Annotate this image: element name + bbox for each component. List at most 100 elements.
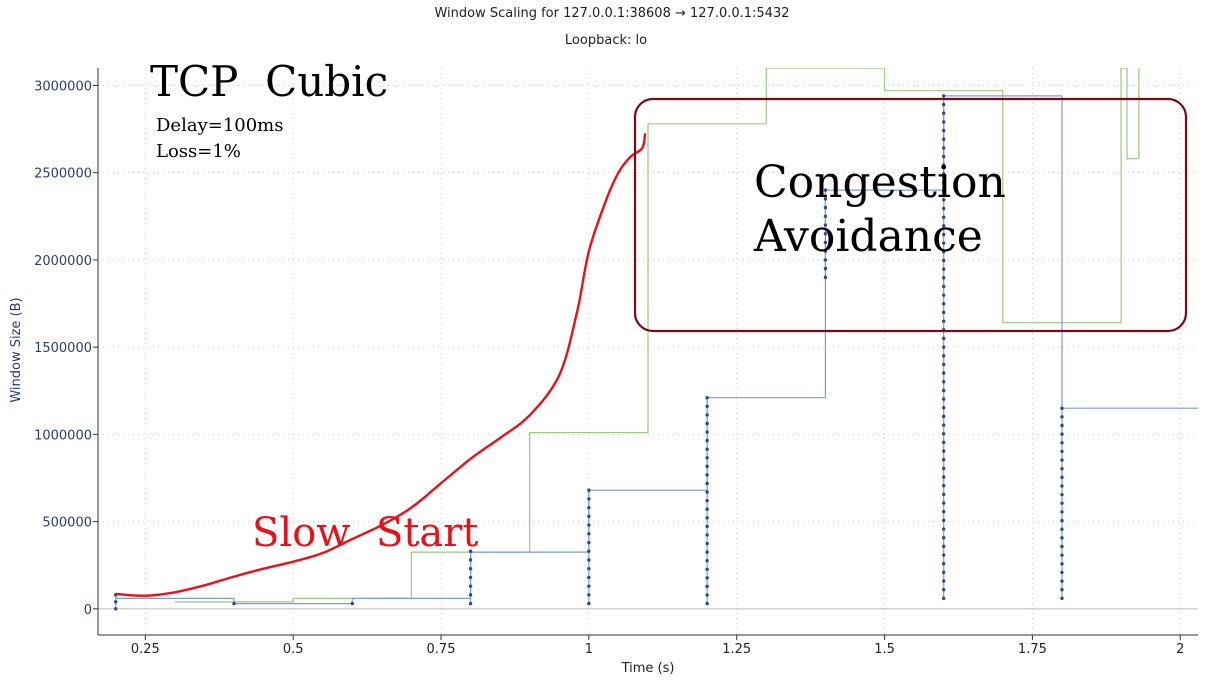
- segment-dot: [1060, 424, 1063, 427]
- y-ticks: 0 500000 1000000 1500000 2000000 2500000 30000…: [34, 79, 98, 617]
- segment-dot: [587, 541, 590, 544]
- y-tick-label: 2500000: [34, 167, 92, 182]
- segment-dot: [705, 422, 708, 425]
- segment-dot: [587, 593, 590, 596]
- segment-dot: [1060, 432, 1063, 435]
- segment-dot: [705, 396, 708, 399]
- segment-dot: [1060, 510, 1063, 513]
- segment-dot: [942, 449, 945, 452]
- delay-annotation: Delay=100ms: [156, 115, 284, 136]
- segment-dot: [942, 588, 945, 591]
- x-tick-label: 1: [585, 642, 593, 657]
- y-tick-label: 0: [84, 603, 92, 618]
- segment-dot: [942, 138, 945, 141]
- segment-dot: [942, 423, 945, 426]
- segment-dot: [705, 542, 708, 545]
- segment-dot: [1060, 502, 1063, 505]
- segment-dot: [114, 607, 117, 610]
- y-tick-label: 1000000: [34, 428, 92, 443]
- segment-dot: [587, 506, 590, 509]
- x-tick-label: 0.25: [131, 642, 160, 657]
- segment-dot: [1060, 528, 1063, 531]
- segment-dot: [587, 523, 590, 526]
- segment-dot: [942, 146, 945, 149]
- x-ticks: 0.25 0.5 0.75 1 1.25 1.5 1.75 2: [131, 635, 1185, 657]
- segment-dot: [705, 473, 708, 476]
- slow-start-annotation: Slow Start: [252, 510, 478, 556]
- segment-dot: [942, 345, 945, 348]
- segment-dot: [587, 497, 590, 500]
- segment-dot: [942, 553, 945, 556]
- segment-dot: [1060, 441, 1063, 444]
- segment-dot: [587, 602, 590, 605]
- congestion-annotation: Congestion: [754, 157, 1006, 208]
- segment-dot: [587, 515, 590, 518]
- x-tick-label: 2: [1176, 642, 1184, 657]
- segment-dot: [942, 475, 945, 478]
- segment-dot: [587, 576, 590, 579]
- segment-dot: [705, 533, 708, 536]
- segment-dot: [942, 397, 945, 400]
- segment-dot: [942, 501, 945, 504]
- segment-dot: [705, 439, 708, 442]
- segment-dot: [942, 311, 945, 314]
- segment-dot: [469, 584, 472, 587]
- y-tick-label: 500000: [42, 516, 92, 531]
- segment-dot: [942, 285, 945, 288]
- x-axis-label: Time (s): [621, 661, 675, 676]
- segment-dot: [824, 267, 827, 270]
- x-tick-label: 1.25: [722, 642, 751, 657]
- chart-subtitle: Loopback: lo: [565, 33, 647, 48]
- segment-dot: [824, 276, 827, 279]
- segment-dot: [942, 363, 945, 366]
- segment-dot: [705, 447, 708, 450]
- y-tick-label: 2000000: [34, 254, 92, 269]
- x-tick-label: 1.5: [874, 642, 895, 657]
- x-tick-label: 0.5: [283, 642, 304, 657]
- segment-dot: [1060, 458, 1063, 461]
- segment-dot: [942, 467, 945, 470]
- segment-dot: [942, 129, 945, 132]
- y-tick-label: 1500000: [34, 341, 92, 356]
- segment-dot: [705, 602, 708, 605]
- segment-dot: [469, 558, 472, 561]
- segment-dot: [705, 499, 708, 502]
- segment-dot: [114, 600, 117, 603]
- loss-annotation: Loss=1%: [156, 141, 241, 162]
- segment-dot: [469, 576, 472, 579]
- segment-dot: [942, 415, 945, 418]
- segment-dot: [942, 103, 945, 106]
- segment-dot: [942, 120, 945, 123]
- segment-dot: [705, 430, 708, 433]
- segment-dot: [705, 525, 708, 528]
- segment-dot: [942, 267, 945, 270]
- segment-dot: [942, 94, 945, 97]
- segment-dot: [587, 558, 590, 561]
- segment-dot: [942, 380, 945, 383]
- segment-dot: [1060, 588, 1063, 591]
- segment-dot: [942, 441, 945, 444]
- segment-dot: [1060, 519, 1063, 522]
- segment-dot: [705, 576, 708, 579]
- segment-dot: [1060, 597, 1063, 600]
- segment-dot: [942, 432, 945, 435]
- segment-dot: [1060, 476, 1063, 479]
- segment-dot: [1060, 493, 1063, 496]
- segment-dot: [705, 482, 708, 485]
- segment-dot: [469, 602, 472, 605]
- segment-dot: [705, 568, 708, 571]
- segment-dot: [942, 371, 945, 374]
- segment-dot: [587, 532, 590, 535]
- segment-dot: [942, 354, 945, 357]
- segment-dot: [942, 527, 945, 530]
- segment-dot: [1060, 484, 1063, 487]
- segment-dot: [942, 510, 945, 513]
- segment-dot: [705, 508, 708, 511]
- segment-dot: [469, 593, 472, 596]
- segment-dot: [942, 293, 945, 296]
- segment-dot: [942, 112, 945, 115]
- segment-dot: [705, 585, 708, 588]
- segment-dot: [705, 490, 708, 493]
- segment-dot: [1060, 562, 1063, 565]
